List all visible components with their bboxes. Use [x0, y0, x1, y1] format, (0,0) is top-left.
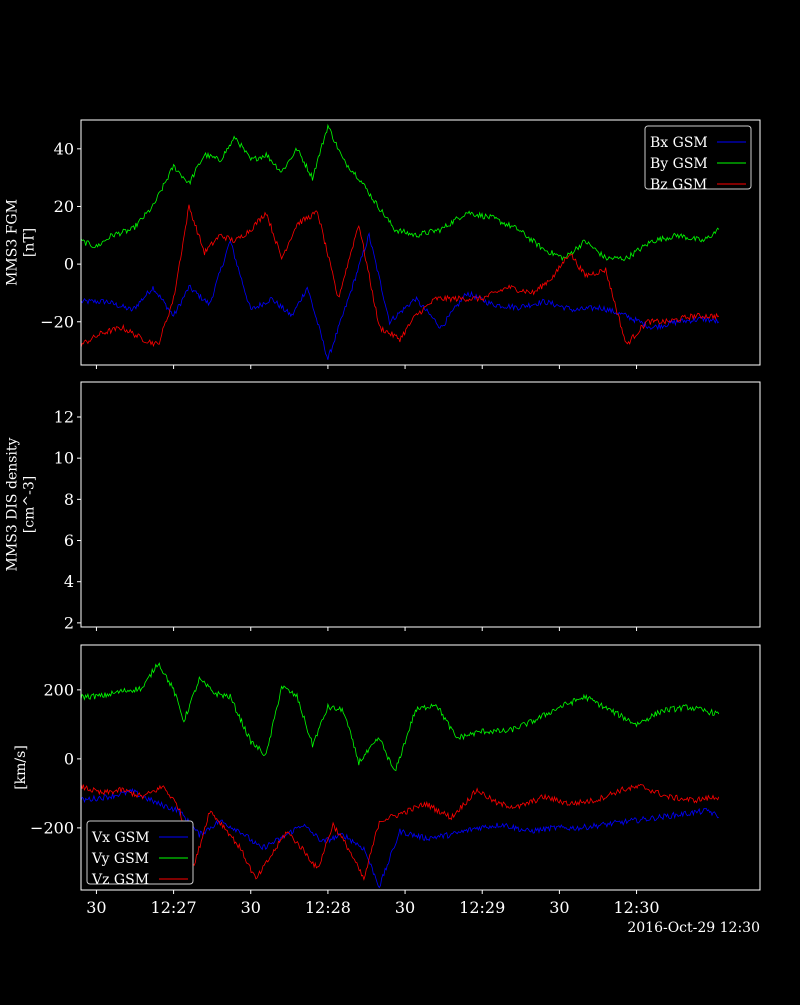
y-tick-label: −200 [30, 818, 74, 837]
series-line-vy-gsm [81, 662, 720, 772]
y-tick-label: 200 [43, 680, 74, 699]
x-tick-label: 30 [395, 898, 415, 917]
y-tick-label: 40 [54, 139, 74, 158]
y-tick-label: 12 [54, 408, 74, 427]
legend-label: Bz GSM [650, 177, 707, 193]
panel-velocity: −200 0 200 30 12:27 30 12:28 30 12:29 30 12:30 [km/… [13, 644, 761, 917]
legend-label: Vy GSM [91, 851, 149, 867]
series-line-bz-gsm [81, 204, 720, 348]
y-tick-label: −20 [40, 312, 74, 331]
y-tick-label: 6 [64, 531, 74, 550]
y-tick-label: 10 [54, 449, 74, 468]
legend-label: Vz GSM [91, 872, 149, 888]
legend: Bx GSM By GSM Bz GSM [644, 125, 752, 193]
series-line-by-gsm [81, 123, 720, 262]
panel-dis-density: 2 4 6 8 10 12 MMS3 DIS density[cm^-3] [5, 381, 761, 632]
y-tick-label: 0 [64, 255, 74, 274]
legend-label: Bx GSM [650, 135, 708, 151]
x-tick-label: 30 [549, 898, 569, 917]
y-axis-label-line: MMS3 FGM [5, 199, 21, 286]
x-tick-label: 12:30 [613, 898, 659, 917]
y-tick-label: 2 [64, 613, 74, 632]
x-tick-label: 30 [241, 898, 261, 917]
panel-fgm: −20 0 20 40 MMS3 FGM[nT] Bx GSM By GSM Bz GSM [5, 119, 761, 369]
series-line-vx-gsm [81, 787, 719, 889]
x-tick-label: 12:29 [459, 898, 505, 917]
y-tick-label: 8 [64, 490, 74, 509]
legend-label: By GSM [650, 156, 708, 172]
series-line-bx-gsm [81, 231, 720, 360]
x-tick-label: 30 [86, 898, 106, 917]
y-axis-label: [km/s] [13, 745, 29, 790]
y-tick-label: 4 [64, 572, 74, 591]
y-axis-label-line: MMS3 DIS density [5, 437, 21, 571]
x-tick-label: 12:27 [151, 898, 197, 917]
x-tick-label: 12:28 [305, 898, 351, 917]
y-tick-label: 20 [54, 197, 74, 216]
panel-traces [81, 123, 720, 360]
legend-label: Vx GSM [91, 830, 150, 846]
panel-frame [80, 644, 761, 891]
y-axis-label: MMS3 FGM[nT] [5, 199, 38, 286]
legend: Vx GSM Vy GSM Vz GSM [86, 820, 194, 888]
date-label: 2016-Oct-29 12:30 [627, 920, 760, 936]
y-tick-label: 0 [64, 749, 74, 768]
y-axis-label-line: [cm^-3] [22, 476, 38, 533]
y-axis-label-line: [km/s] [13, 745, 29, 790]
panel-frame [80, 381, 761, 628]
y-axis-label: MMS3 DIS density[cm^-3] [5, 437, 38, 571]
panel-frame [80, 119, 761, 366]
y-axis-label-line: [nT] [22, 228, 38, 257]
